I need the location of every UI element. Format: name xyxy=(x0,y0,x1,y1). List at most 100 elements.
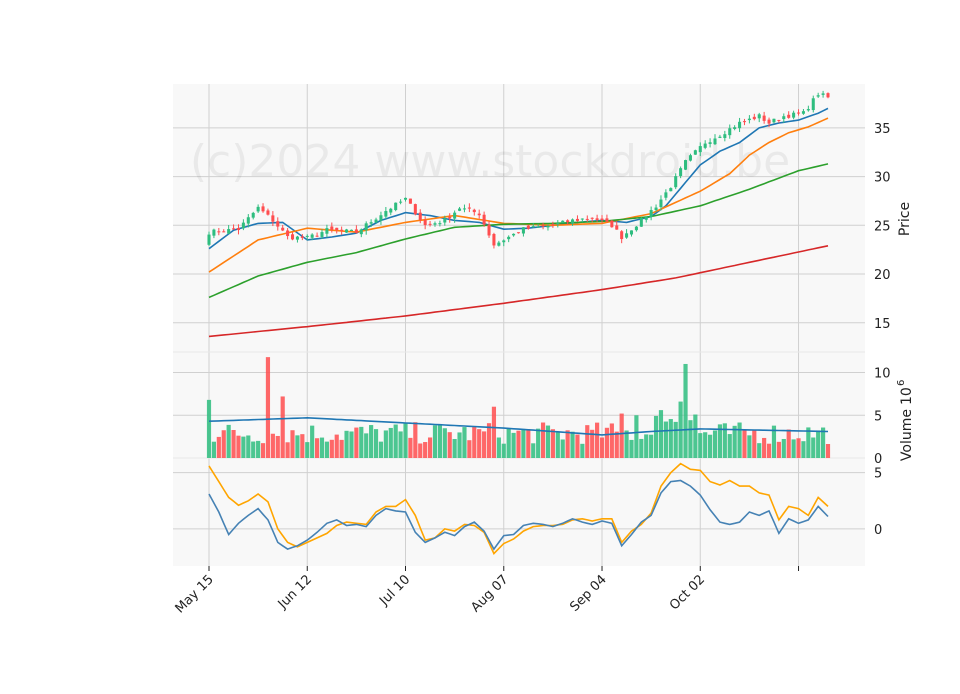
candle-body xyxy=(443,218,447,223)
candle-body xyxy=(615,225,619,230)
volume-bar xyxy=(251,441,256,458)
volume-bar xyxy=(781,438,786,458)
volume-bar xyxy=(762,437,767,458)
oscillator-panel xyxy=(173,458,865,566)
candle-body xyxy=(251,212,255,218)
date-tick-label: Oct 02 xyxy=(667,572,708,613)
date-tick-label: Aug 07 xyxy=(468,572,511,615)
volume-bar xyxy=(324,441,329,458)
candle-body xyxy=(733,127,737,129)
candle-body xyxy=(281,227,285,231)
volume-average-line xyxy=(208,416,829,436)
candle-body xyxy=(801,111,805,114)
volume-bar xyxy=(752,430,757,458)
moving-average-line xyxy=(208,163,829,299)
oscillator-line xyxy=(208,462,829,555)
candle-body xyxy=(207,234,211,245)
volume-bar xyxy=(599,437,605,458)
candle-body xyxy=(286,230,290,237)
candle-body xyxy=(359,229,363,235)
volume-bar xyxy=(496,437,501,458)
volume-bar xyxy=(300,434,305,458)
candle-body xyxy=(649,210,653,218)
candle-body xyxy=(556,223,560,225)
date-tick-marks xyxy=(208,566,800,571)
volume-bar xyxy=(540,422,546,458)
oscillator-tick-label: 5 xyxy=(874,467,882,482)
candle-body xyxy=(295,236,299,240)
volume-bar xyxy=(364,433,369,458)
volume-bar xyxy=(624,430,629,458)
volume-bar xyxy=(280,396,285,458)
candle-body xyxy=(217,231,221,233)
volume-bar xyxy=(653,415,659,458)
candle-body xyxy=(349,229,353,232)
candle-body xyxy=(423,220,427,226)
candle-body xyxy=(806,109,810,111)
volume-bar xyxy=(786,429,791,458)
volume-bar xyxy=(418,443,423,458)
candle-body xyxy=(271,215,275,222)
volume-bar xyxy=(649,434,654,458)
volume-bar xyxy=(501,443,506,458)
volume-bar xyxy=(226,424,231,458)
volume-bar xyxy=(427,437,433,458)
price-tick-label: 20 xyxy=(874,268,891,283)
volume-bars xyxy=(206,357,831,458)
candle-body xyxy=(605,218,609,222)
volume-bar xyxy=(398,431,403,458)
candle-body xyxy=(320,232,324,237)
volume-bar xyxy=(776,441,781,458)
candle-body xyxy=(236,228,240,231)
candlesticks xyxy=(207,90,830,249)
candle-body xyxy=(512,233,516,236)
volume-tick-label: 10 xyxy=(874,367,891,382)
volume-axis-exponent: 6 xyxy=(896,380,907,386)
candle-body xyxy=(325,228,329,234)
candle-body xyxy=(487,224,491,236)
volume-bar xyxy=(206,399,212,458)
candle-body xyxy=(536,226,540,228)
candle-body xyxy=(290,234,295,240)
volume-bar xyxy=(388,427,393,458)
candle-body xyxy=(575,218,579,221)
volume-bar xyxy=(560,439,565,458)
candle-body xyxy=(261,206,265,212)
candle-body xyxy=(787,114,791,118)
volume-bar xyxy=(609,423,614,458)
candle-body xyxy=(379,215,383,221)
volume-bar xyxy=(575,434,580,458)
candle-body xyxy=(620,231,624,240)
volume-bar xyxy=(531,443,536,458)
volume-bar xyxy=(467,440,472,458)
volume-bar xyxy=(354,427,359,458)
candle-body xyxy=(369,222,373,224)
date-tick-label: Jun 12 xyxy=(275,572,315,612)
candle-body xyxy=(738,121,742,129)
volume-bar xyxy=(634,415,639,458)
candle-body xyxy=(816,95,820,97)
candle-body xyxy=(453,212,457,219)
volume-bar xyxy=(260,443,266,458)
candle-body xyxy=(315,235,319,237)
candle-body xyxy=(448,216,452,219)
candle-body xyxy=(330,226,334,230)
volume-bar xyxy=(482,431,487,458)
volume-tick-label: 0 xyxy=(874,452,882,467)
volume-bar xyxy=(442,428,447,458)
volume-bar xyxy=(491,406,497,458)
volume-bar xyxy=(486,423,492,458)
candle-body xyxy=(782,116,786,120)
candle-body xyxy=(551,224,555,226)
volume-bar xyxy=(570,431,575,458)
volume-bar xyxy=(383,430,388,458)
volume-bar xyxy=(712,430,718,458)
volume-bar xyxy=(663,421,668,458)
price-axis-label: Price xyxy=(897,202,913,236)
candle-body xyxy=(276,221,280,227)
candle-body xyxy=(497,242,501,246)
candle-body xyxy=(335,227,339,231)
candle-body xyxy=(541,225,545,227)
candle-body xyxy=(305,235,309,237)
candle-body xyxy=(742,121,747,123)
